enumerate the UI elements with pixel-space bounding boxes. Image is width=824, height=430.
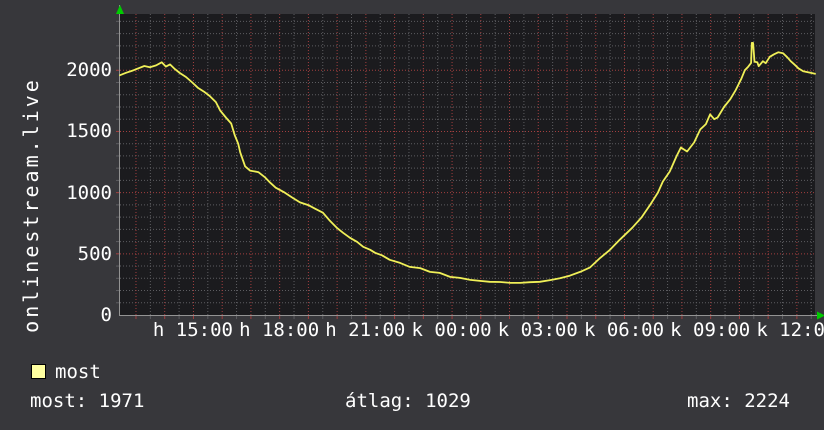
y-tick-label: 0	[100, 304, 112, 326]
plot-background	[120, 14, 815, 315]
stat-average: átlag: 1029	[345, 390, 471, 412]
y-tick-label: 1500	[66, 120, 112, 143]
x-tick-label: k 03:00	[497, 319, 578, 341]
y-tick-label: 1000	[66, 181, 112, 204]
x-tick-label: k 00:00	[411, 319, 492, 341]
legend-label-most: most	[55, 361, 101, 383]
x-tick-label: k 09:00	[670, 319, 751, 341]
y-axis-arrow-icon	[116, 5, 124, 14]
y-tick-label: 2000	[66, 59, 112, 82]
stat-maximum: max: 2224	[687, 390, 790, 412]
y-tick-label: 500	[77, 242, 112, 265]
x-tick-label: h 15:00	[152, 319, 233, 341]
x-tick-label: k 12:00	[756, 319, 824, 341]
series-line-most	[119, 42, 816, 284]
x-tick-label: k 06:00	[583, 319, 665, 341]
legend-swatch-most	[31, 364, 46, 379]
chart-svg	[116, 5, 824, 320]
x-tick-label: h 18:00	[239, 319, 320, 341]
stat-current: most: 1971	[30, 390, 145, 412]
y-axis-vertical-label: onlinestream.live	[19, 77, 43, 333]
x-axis-arrow-icon	[817, 311, 824, 320]
x-tick-label: h 21:00	[325, 319, 406, 341]
